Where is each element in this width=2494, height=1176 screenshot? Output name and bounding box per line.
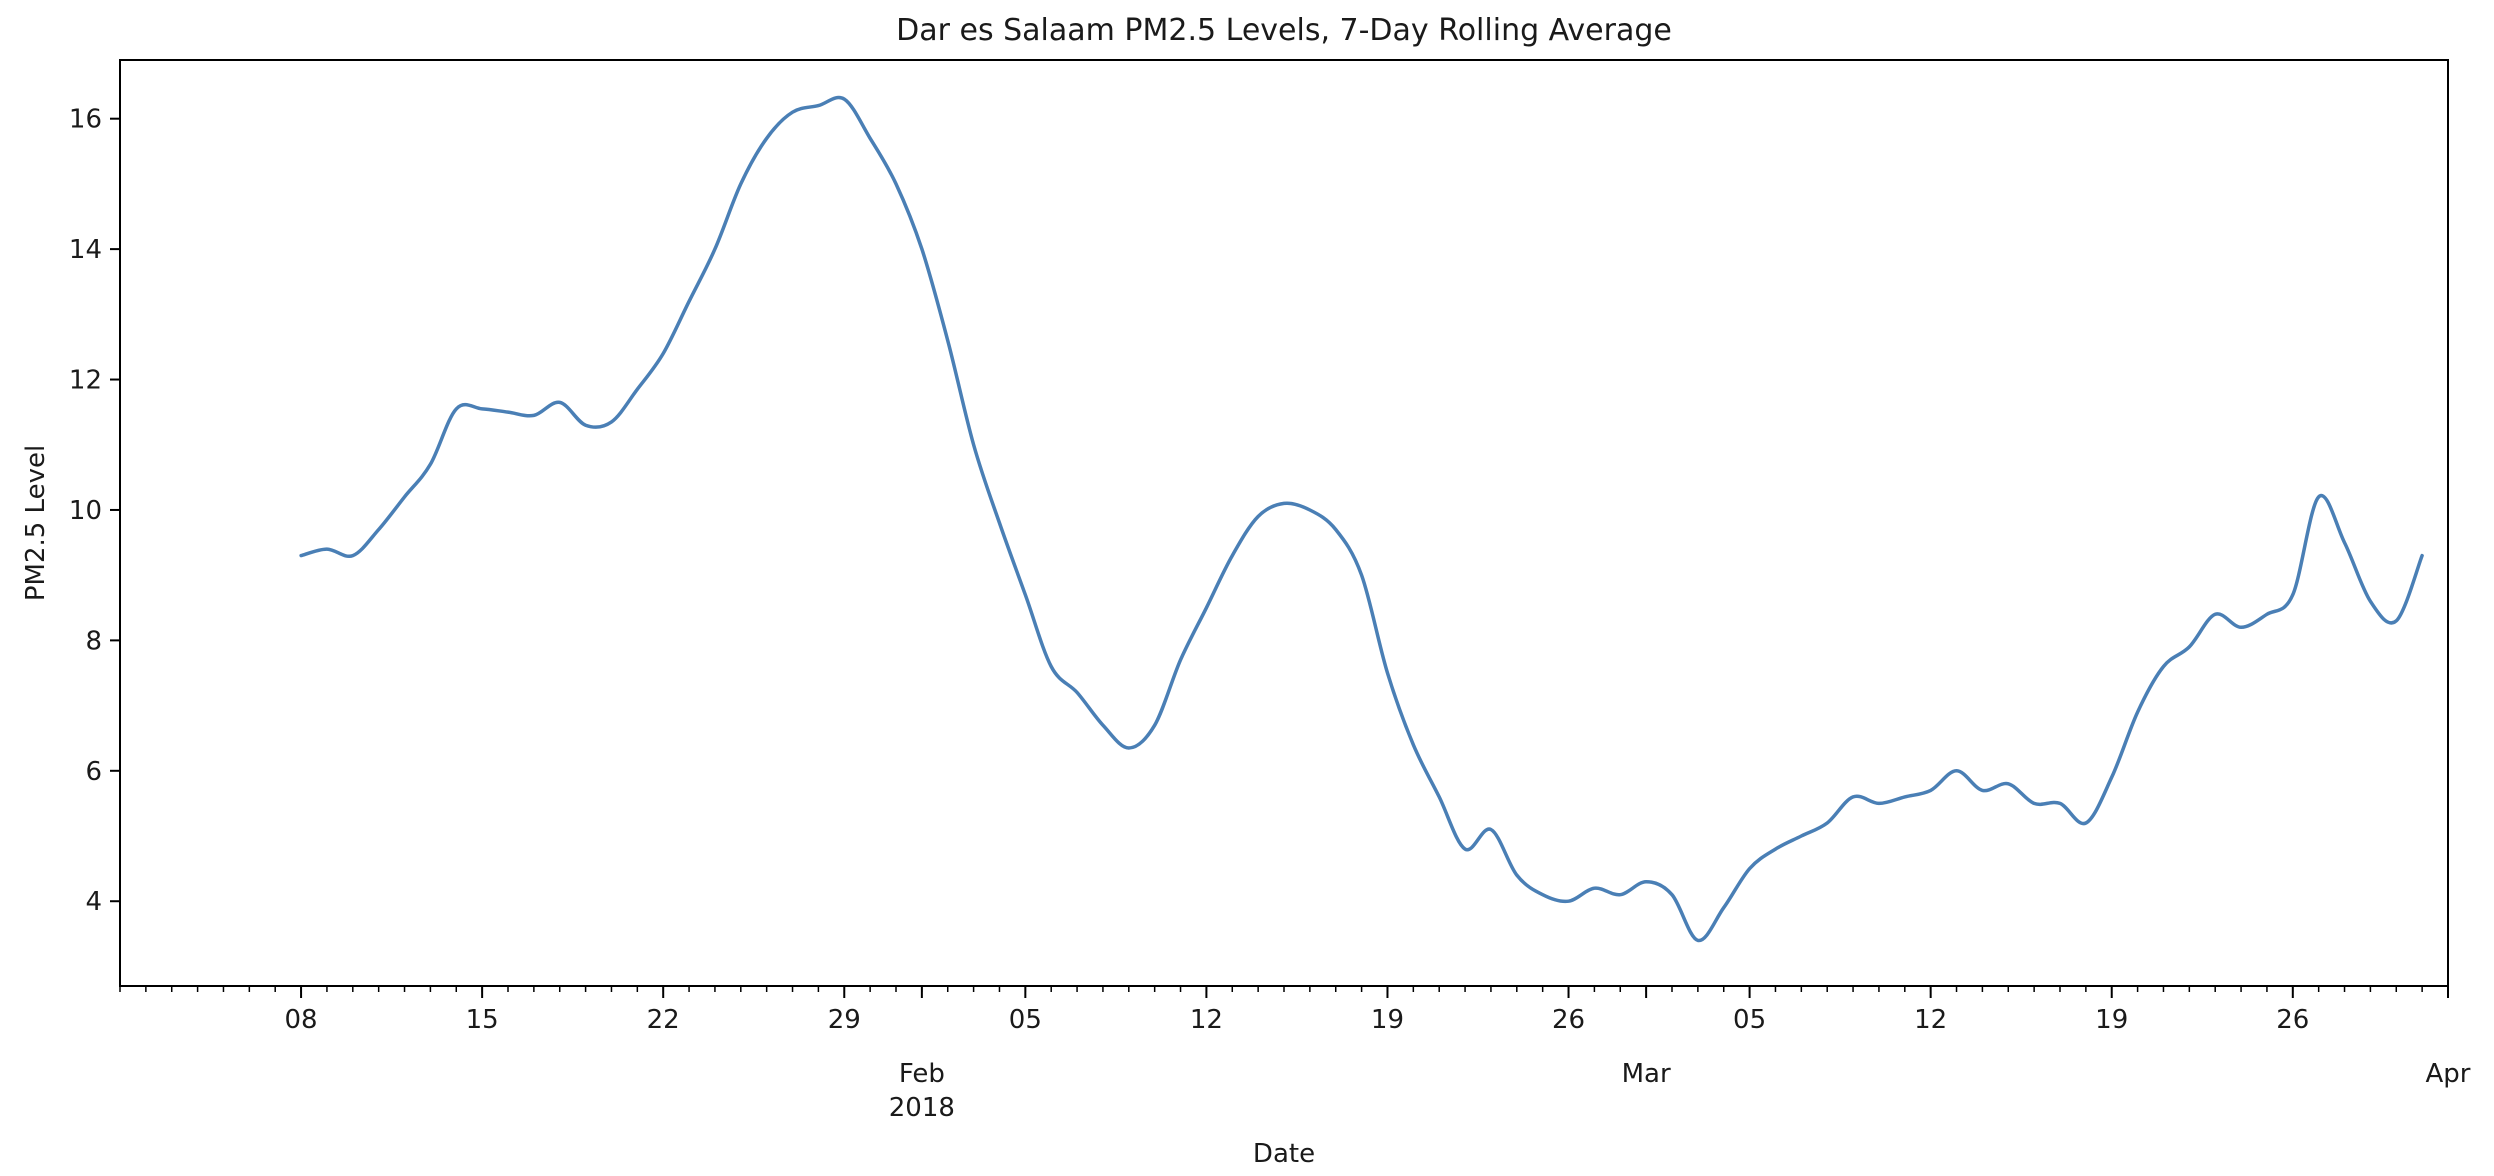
x-tick-label: 22	[647, 1005, 680, 1035]
x-tick-label: 26	[2276, 1005, 2309, 1035]
y-tick-label: 4	[85, 887, 102, 917]
y-tick-label: 6	[85, 757, 102, 787]
x-tick-label: 29	[828, 1005, 861, 1035]
x-month-label: Mar	[1622, 1059, 1671, 1089]
x-month-label: Feb	[899, 1059, 945, 1089]
x-tick-label: 08	[285, 1005, 318, 1035]
x-tick-label: 05	[1733, 1005, 1766, 1035]
x-tick-label: 12	[1190, 1005, 1223, 1035]
x-axis-label: Date	[1253, 1139, 1315, 1169]
x-tick-label: 19	[2095, 1005, 2128, 1035]
x-month-label: Apr	[2426, 1059, 2471, 1089]
x-year-label: 2018	[889, 1093, 955, 1123]
y-axis: 4 6 8 10 12 14 16	[69, 105, 120, 917]
x-tick-label: 15	[466, 1005, 499, 1035]
y-axis-label: PM2.5 Level	[21, 445, 51, 601]
x-tick-label: 19	[1371, 1005, 1404, 1035]
x-tick-label: 05	[1009, 1005, 1042, 1035]
chart-title: Dar es Salaam PM2.5 Levels, 7-Day Rollin…	[896, 13, 1672, 48]
x-axis: 08 15 22 29 05 12 19 26 05 12 19 26 Feb 2018 Mar Apr	[119, 986, 2471, 1123]
y-tick-label: 10	[69, 496, 102, 526]
series-line	[299, 95, 2424, 943]
x-tick-label: 12	[1914, 1005, 1947, 1035]
x-tick-label: 26	[1552, 1005, 1585, 1035]
plot-area	[299, 95, 2424, 943]
axes-frame	[119, 59, 2449, 987]
y-tick-label: 16	[69, 105, 102, 135]
y-tick-label: 8	[85, 626, 102, 656]
y-tick-label: 14	[69, 235, 102, 265]
y-tick-label: 12	[69, 366, 102, 396]
